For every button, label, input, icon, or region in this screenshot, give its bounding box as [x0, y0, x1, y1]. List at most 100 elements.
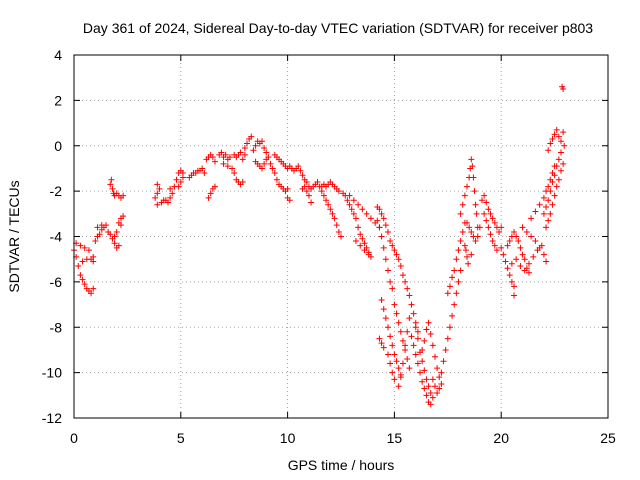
data-point: [440, 358, 447, 365]
data-point: [308, 199, 315, 206]
data-point: [79, 258, 86, 265]
data-point: [263, 149, 270, 156]
data-point: [551, 131, 558, 138]
data-point: [389, 285, 396, 292]
data-point: [167, 185, 174, 192]
data-point: [414, 360, 421, 367]
data-point: [513, 256, 520, 263]
data-point: [464, 253, 471, 260]
data-point: [431, 353, 438, 360]
data-point: [352, 215, 359, 222]
data-point: [451, 301, 458, 308]
data-point: [478, 197, 485, 204]
data-point: [397, 262, 404, 269]
data-point: [399, 337, 406, 344]
data-point: [391, 301, 398, 308]
data-point: [81, 244, 88, 251]
data-point: [318, 188, 325, 195]
data-point: [248, 133, 255, 140]
data-point: [98, 222, 105, 229]
data-point: [211, 183, 218, 190]
data-point: [376, 335, 383, 342]
data-point: [536, 201, 543, 208]
data-point: [511, 283, 518, 290]
data-point: [395, 319, 402, 326]
data-point: [90, 285, 97, 292]
data-point: [446, 324, 453, 331]
data-point: [391, 247, 398, 254]
data-point: [335, 188, 342, 195]
data-point: [545, 217, 552, 224]
data-point: [111, 240, 118, 247]
data-point: [487, 210, 494, 217]
data-point: [549, 201, 556, 208]
data-point: [560, 86, 567, 93]
data-point: [338, 233, 344, 240]
data-point: [397, 374, 404, 381]
data-point: [382, 256, 389, 263]
data-point: [120, 192, 127, 199]
data-point: [267, 160, 274, 167]
data-point: [359, 206, 366, 213]
data-point: [423, 376, 430, 383]
data-point: [389, 369, 396, 376]
data-point: [120, 213, 127, 220]
data-point: [444, 290, 451, 297]
data-point: [90, 253, 97, 260]
data-point: [438, 369, 445, 376]
y-tick-label: -6: [50, 274, 63, 290]
data-point: [199, 165, 206, 172]
data-point: [549, 179, 556, 186]
data-point: [355, 201, 362, 208]
data-point: [77, 272, 84, 279]
data-point: [378, 233, 385, 240]
data-point: [96, 231, 103, 238]
y-tick-label: 4: [54, 47, 62, 63]
data-point: [530, 253, 537, 260]
data-point: [384, 267, 391, 274]
data-point: [391, 376, 398, 383]
data-point: [429, 394, 436, 401]
data-point: [77, 242, 84, 249]
data-point: [545, 183, 552, 190]
data-point: [387, 333, 394, 340]
data-point: [532, 208, 539, 215]
data-point: [444, 335, 451, 342]
data-point: [502, 258, 509, 265]
data-point: [485, 206, 492, 213]
data-point: [410, 342, 417, 349]
data-point: [305, 192, 312, 199]
data-point: [301, 183, 308, 190]
data-point: [333, 222, 340, 229]
data-point: [545, 147, 552, 154]
data-point: [346, 201, 353, 208]
data-point: [261, 145, 268, 152]
data-point: [201, 169, 208, 176]
data-point: [481, 210, 488, 217]
data-point: [323, 197, 330, 204]
data-point: [117, 222, 124, 229]
data-point: [241, 145, 248, 152]
data-point: [382, 222, 389, 229]
data-point: [434, 365, 441, 372]
data-point: [320, 192, 327, 199]
data-point: [528, 215, 535, 222]
data-point: [395, 256, 402, 263]
data-point: [167, 194, 174, 201]
data-point: [387, 278, 394, 285]
data-point: [555, 176, 562, 183]
data-point: [175, 183, 182, 190]
data-point: [211, 158, 218, 165]
data-point: [365, 251, 372, 258]
data-point: [547, 188, 554, 195]
data-point: [504, 265, 511, 272]
data-point: [361, 247, 368, 254]
x-tick-label: 15: [387, 430, 403, 446]
data-point: [393, 310, 400, 317]
data-point: [387, 238, 394, 245]
data-point: [423, 392, 430, 399]
data-point: [481, 192, 488, 199]
data-point: [380, 244, 387, 251]
data-point: [314, 179, 321, 186]
data-point: [461, 242, 468, 249]
